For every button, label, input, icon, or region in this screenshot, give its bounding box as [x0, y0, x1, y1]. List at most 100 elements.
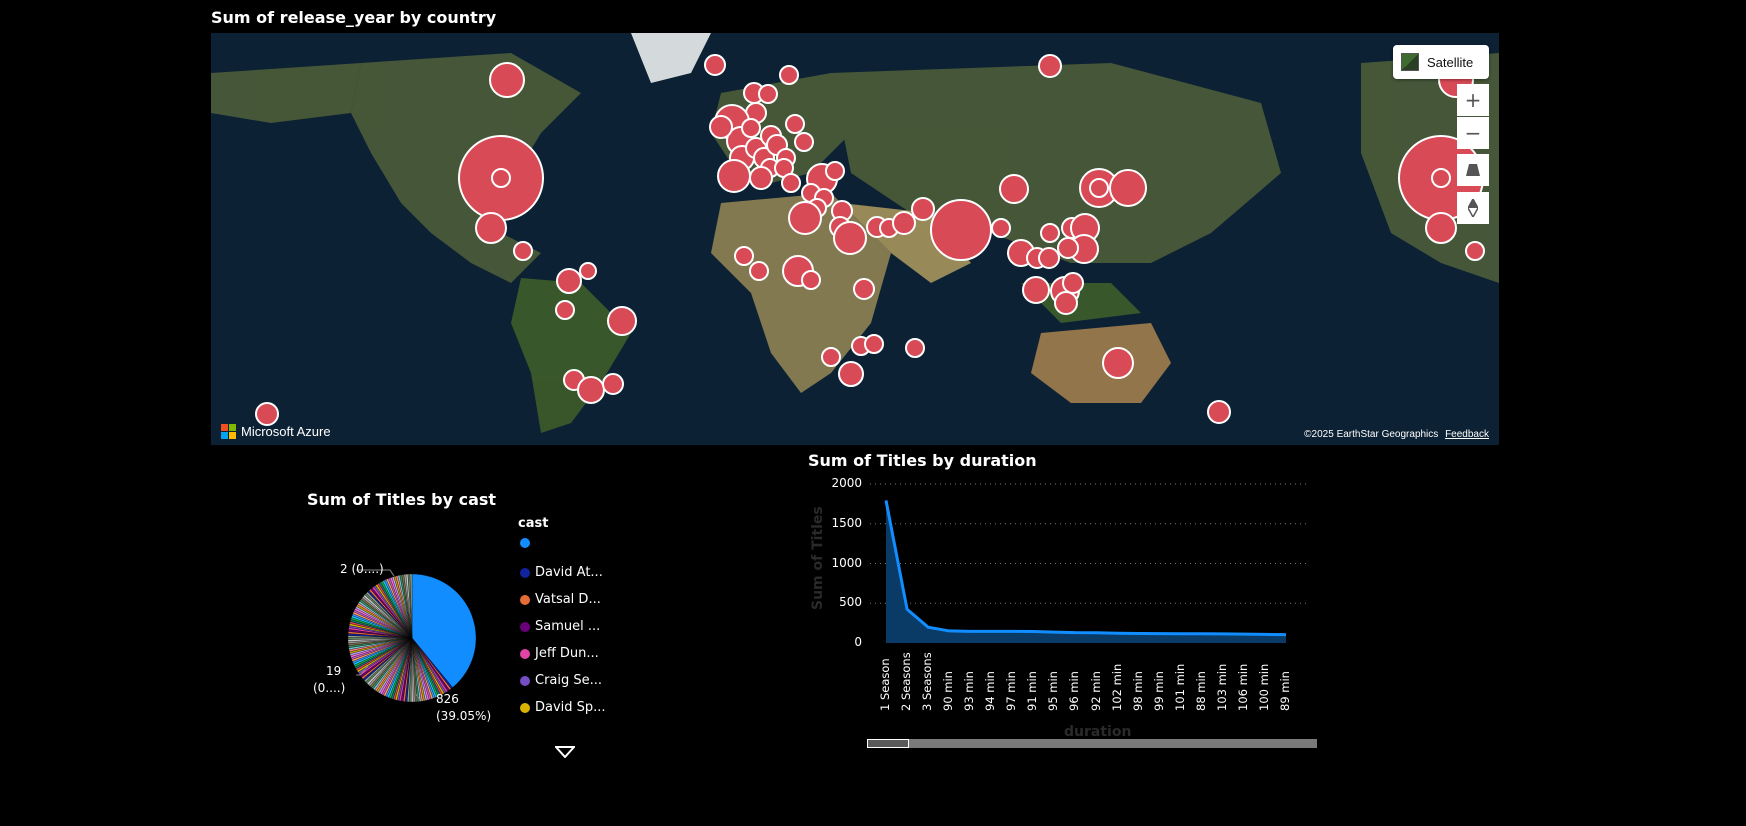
map-copyright: ©2025 EarthStar Geographics Feedback: [1304, 429, 1489, 440]
satellite-label: Satellite: [1427, 54, 1474, 70]
pitch-button[interactable]: [1457, 154, 1489, 186]
x-tick-label: 93 min: [962, 671, 977, 711]
data-point[interactable]: [926, 625, 930, 629]
legend-swatch: [520, 538, 530, 548]
compass-button[interactable]: [1457, 192, 1489, 224]
x-tick-label: 89 min: [1278, 671, 1292, 711]
chart-horizontal-scrollbar[interactable]: [867, 739, 1317, 748]
legend-label: Samuel ...: [535, 619, 601, 634]
legend-swatch: [520, 648, 530, 659]
data-point[interactable]: [884, 498, 888, 502]
cast-pie-chart[interactable]: [332, 560, 492, 720]
zoom-in-button[interactable]: +: [1457, 84, 1489, 116]
pie-label-826: 826: [436, 692, 459, 706]
data-point[interactable]: [1073, 631, 1077, 635]
legend-swatch: [520, 675, 530, 686]
data-point[interactable]: [1284, 633, 1288, 637]
pie-label-19-pct: (0....): [313, 681, 346, 695]
data-point[interactable]: [1263, 632, 1267, 636]
legend-label: Jeff Dun...: [535, 646, 599, 661]
data-point[interactable]: [905, 607, 909, 611]
x-tick-label: 3 Seasons: [920, 652, 935, 711]
country-bubbles[interactable]: [255, 54, 1485, 426]
y-tick-label: 500: [839, 595, 862, 610]
x-tick-label: 97 min: [1004, 671, 1019, 711]
x-tick-label: 96 min: [1067, 671, 1082, 711]
plus-icon: +: [1464, 88, 1482, 112]
legend-label: David At...: [535, 565, 603, 580]
scrollbar-thumb[interactable]: [867, 739, 909, 748]
legend-scroll-down-icon[interactable]: [555, 746, 575, 758]
x-axis-title: duration: [1064, 724, 1132, 740]
y-tick-label: 2000: [831, 476, 862, 490]
x-tick-label: 88 min: [1193, 671, 1208, 711]
x-tick-label: 103 min: [1214, 663, 1229, 711]
pie-label-826-pct: (39.05%): [436, 709, 492, 723]
copyright-text: ©2025 EarthStar Geographics: [1304, 429, 1439, 440]
legend-label: Craig Se...: [535, 673, 603, 688]
legend-title: cast: [518, 516, 549, 531]
y-axis-title: Sum of Titles: [810, 506, 826, 610]
data-point[interactable]: [1179, 632, 1183, 636]
y-tick-label: 1000: [831, 555, 862, 570]
x-tick-label: 91 min: [1025, 671, 1040, 711]
x-tick-label: 2 Seasons: [899, 652, 914, 711]
world-map[interactable]: Satellite + − Microsoft Azure ©2025 Eart…: [211, 33, 1499, 445]
data-point[interactable]: [1116, 631, 1120, 635]
compass-icon: [1468, 199, 1478, 217]
data-point[interactable]: [1158, 632, 1162, 636]
legend-swatch: [520, 621, 530, 632]
x-tick-label: 101 min: [1172, 663, 1187, 711]
legend-item[interactable]: Craig Se...: [520, 673, 602, 688]
x-tick-label: 98 min: [1130, 671, 1145, 711]
pie-slice-largest[interactable]: [411, 573, 477, 688]
legend-item[interactable]: David Sp...: [520, 700, 606, 715]
pie-label-19: 19: [326, 664, 342, 678]
legend-item[interactable]: [520, 538, 535, 548]
x-tick-label: 1 Season: [878, 658, 892, 711]
duration-area-chart[interactable]: [870, 480, 1310, 650]
y-tick-label: 0: [854, 635, 862, 649]
pie-title: Sum of Titles by cast: [307, 490, 497, 509]
data-point[interactable]: [1200, 632, 1204, 636]
data-point[interactable]: [1010, 629, 1014, 633]
data-point[interactable]: [1052, 630, 1056, 634]
satellite-icon: [1401, 53, 1419, 71]
y-tick-label: 1500: [831, 515, 862, 530]
legend-label: Vatsal D...: [535, 592, 601, 607]
x-tick-label: 92 min: [1088, 671, 1103, 711]
x-tick-label: 106 min: [1235, 663, 1250, 711]
minus-icon: −: [1464, 121, 1482, 145]
legend-item[interactable]: Vatsal D...: [520, 592, 601, 607]
map-title: Sum of release_year by country: [211, 8, 497, 27]
data-point[interactable]: [989, 629, 993, 633]
satellite-style-button[interactable]: Satellite: [1393, 45, 1489, 79]
data-point[interactable]: [1095, 631, 1099, 635]
branding-text: Microsoft Azure: [241, 424, 331, 439]
x-tick-label: 95 min: [1046, 671, 1061, 711]
data-point[interactable]: [968, 629, 972, 633]
data-point[interactable]: [1221, 632, 1225, 636]
x-tick-label: 90 min: [941, 671, 956, 711]
data-point[interactable]: [1137, 631, 1141, 635]
map-canvas[interactable]: [211, 33, 1499, 445]
x-tick-label: 100 min: [1256, 663, 1271, 711]
x-tick-label: 94 min: [983, 671, 998, 711]
microsoft-logo-icon: [221, 424, 236, 439]
data-point[interactable]: [1031, 630, 1035, 634]
x-tick-label: 102 min: [1109, 663, 1124, 711]
zoom-out-button[interactable]: −: [1457, 117, 1489, 149]
feedback-link[interactable]: Feedback: [1445, 429, 1489, 440]
pie-slice[interactable]: [409, 573, 413, 639]
legend-swatch: [520, 702, 530, 713]
legend-item[interactable]: David At...: [520, 565, 603, 580]
area-fill: [886, 500, 1286, 643]
data-point[interactable]: [947, 629, 951, 633]
legend-label: David Sp...: [535, 700, 606, 715]
series-line[interactable]: [884, 500, 1287, 637]
line-chart-title: Sum of Titles by duration: [808, 451, 1037, 470]
azure-branding: Microsoft Azure: [221, 424, 331, 439]
data-point[interactable]: [1242, 632, 1246, 636]
legend-item[interactable]: Samuel ...: [520, 619, 600, 634]
legend-item[interactable]: Jeff Dun...: [520, 646, 599, 661]
